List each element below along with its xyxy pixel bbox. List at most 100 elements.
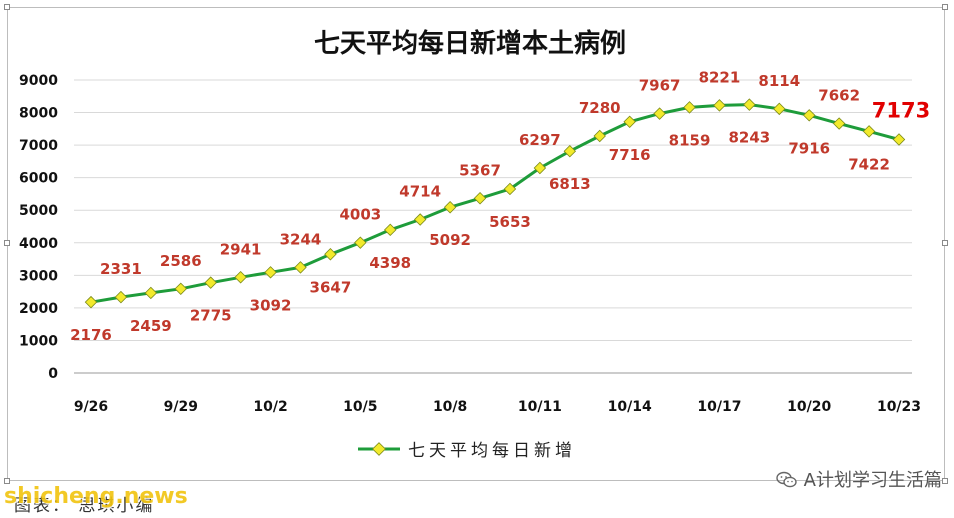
data-label: 5367 [459,161,501,179]
y-tick-label: 9000 [19,73,58,89]
resize-handle-top-right[interactable] [942,4,948,10]
data-point [593,129,606,143]
series-line [90,103,900,304]
data-label: 2331 [100,260,142,278]
x-tick-label: 10/11 [518,399,562,415]
data-labels: 2176 2331 2459 2586 2775 2941 3092 3244 3647 4003… [70,68,930,344]
data-point [413,213,427,226]
y-tick-label: 2000 [19,301,58,317]
data-label: 7716 [609,146,651,164]
chart-frame [4,4,948,484]
data-point [84,295,98,309]
x-tick-label: 10/8 [433,399,467,415]
resize-handle-bottom-right[interactable] [942,478,948,484]
data-point [563,144,577,158]
x-tick-label: 9/29 [164,399,198,415]
legend-label: 七天平均每日新增 [408,441,576,461]
y-axis-ticks: 0 1000 2000 3000 4000 5000 6000 7000 8000 9000 [19,73,58,382]
data-point [443,201,457,214]
x-tick-label: 10/17 [697,399,741,415]
chart-title: 七天平均每日新增本土病例 [314,28,626,59]
footer-caption: 图表： 思琪小编 [14,496,155,516]
data-label: 4398 [369,254,411,272]
data-point [653,107,666,120]
data-label: 4003 [339,206,381,224]
data-point [384,223,397,237]
x-axis-ticks: 9/26 9/29 10/2 10/5 10/8 10/11 10/14 10/17 10/20… [74,399,921,415]
data-point [743,98,756,111]
data-label: 6813 [549,175,591,193]
data-point [832,117,846,130]
y-tick-label: 1000 [19,333,58,349]
data-label: 8243 [728,129,770,147]
data-label: 2941 [220,240,262,258]
data-label: 5092 [429,231,471,249]
legend: 七天平均每日新增 [358,441,576,461]
y-tick-label: 0 [48,366,58,382]
data-label: 7173 [872,98,930,122]
resize-handle-right-mid[interactable] [942,240,948,246]
data-label: 8221 [699,68,741,86]
data-point [144,286,158,300]
data-markers [84,98,906,309]
data-point [264,266,277,279]
resize-handle-bottom-left[interactable] [4,478,10,484]
data-label: 3244 [280,230,322,248]
data-label: 7967 [639,77,681,95]
y-tick-label: 5000 [19,203,58,219]
data-label: 2775 [190,307,232,325]
data-label: 3647 [310,278,352,296]
x-tick-label: 10/5 [343,399,377,415]
data-point [623,115,636,129]
resize-handle-top-left[interactable] [4,4,10,10]
data-label: 2176 [70,326,112,344]
resize-handle-left-mid[interactable] [4,240,10,246]
data-label: 6297 [519,131,561,149]
wechat-icon [775,471,797,488]
data-point [533,161,547,175]
data-point [713,99,726,112]
data-label: 7916 [788,139,830,157]
wechat-label: A计划学习生活篇 [803,470,942,491]
x-tick-label: 9/26 [74,399,108,415]
y-tick-label: 6000 [19,171,58,187]
series-line-group [90,103,900,304]
data-point [354,236,367,249]
data-point [802,109,816,122]
data-point [683,101,696,114]
data-label: 5653 [489,213,531,231]
data-label: 3092 [250,296,292,314]
legend-marker-swatch [372,442,386,456]
x-tick-label: 10/14 [608,399,652,415]
data-point [503,182,517,196]
y-tick-label: 8000 [19,106,58,122]
wechat-account: A计划学习生活篇 [775,466,942,492]
data-point [892,133,906,146]
data-point [204,276,217,289]
grid-lines [74,79,912,374]
y-tick-label: 3000 [19,268,58,284]
data-point [174,282,188,296]
data-label: 2586 [160,252,202,270]
x-tick-label: 10/20 [787,399,831,415]
x-tick-label: 10/23 [877,399,921,415]
data-label: 7422 [848,155,890,173]
data-label: 7280 [579,99,621,117]
data-label: 7662 [818,87,860,105]
data-label: 8114 [758,72,800,90]
x-tick-label: 10/2 [253,399,287,415]
data-point [234,271,247,284]
data-point [773,102,786,116]
data-label: 4714 [399,183,441,201]
data-point [114,290,128,304]
y-tick-label: 4000 [19,236,58,252]
y-tick-label: 7000 [19,138,58,154]
data-label: 8159 [669,131,711,149]
data-point [324,248,337,261]
watermark-site: shicheng.news [4,484,188,509]
data-point [294,261,307,274]
data-point [862,125,876,138]
data-point [473,192,487,205]
data-label: 2459 [130,317,172,335]
